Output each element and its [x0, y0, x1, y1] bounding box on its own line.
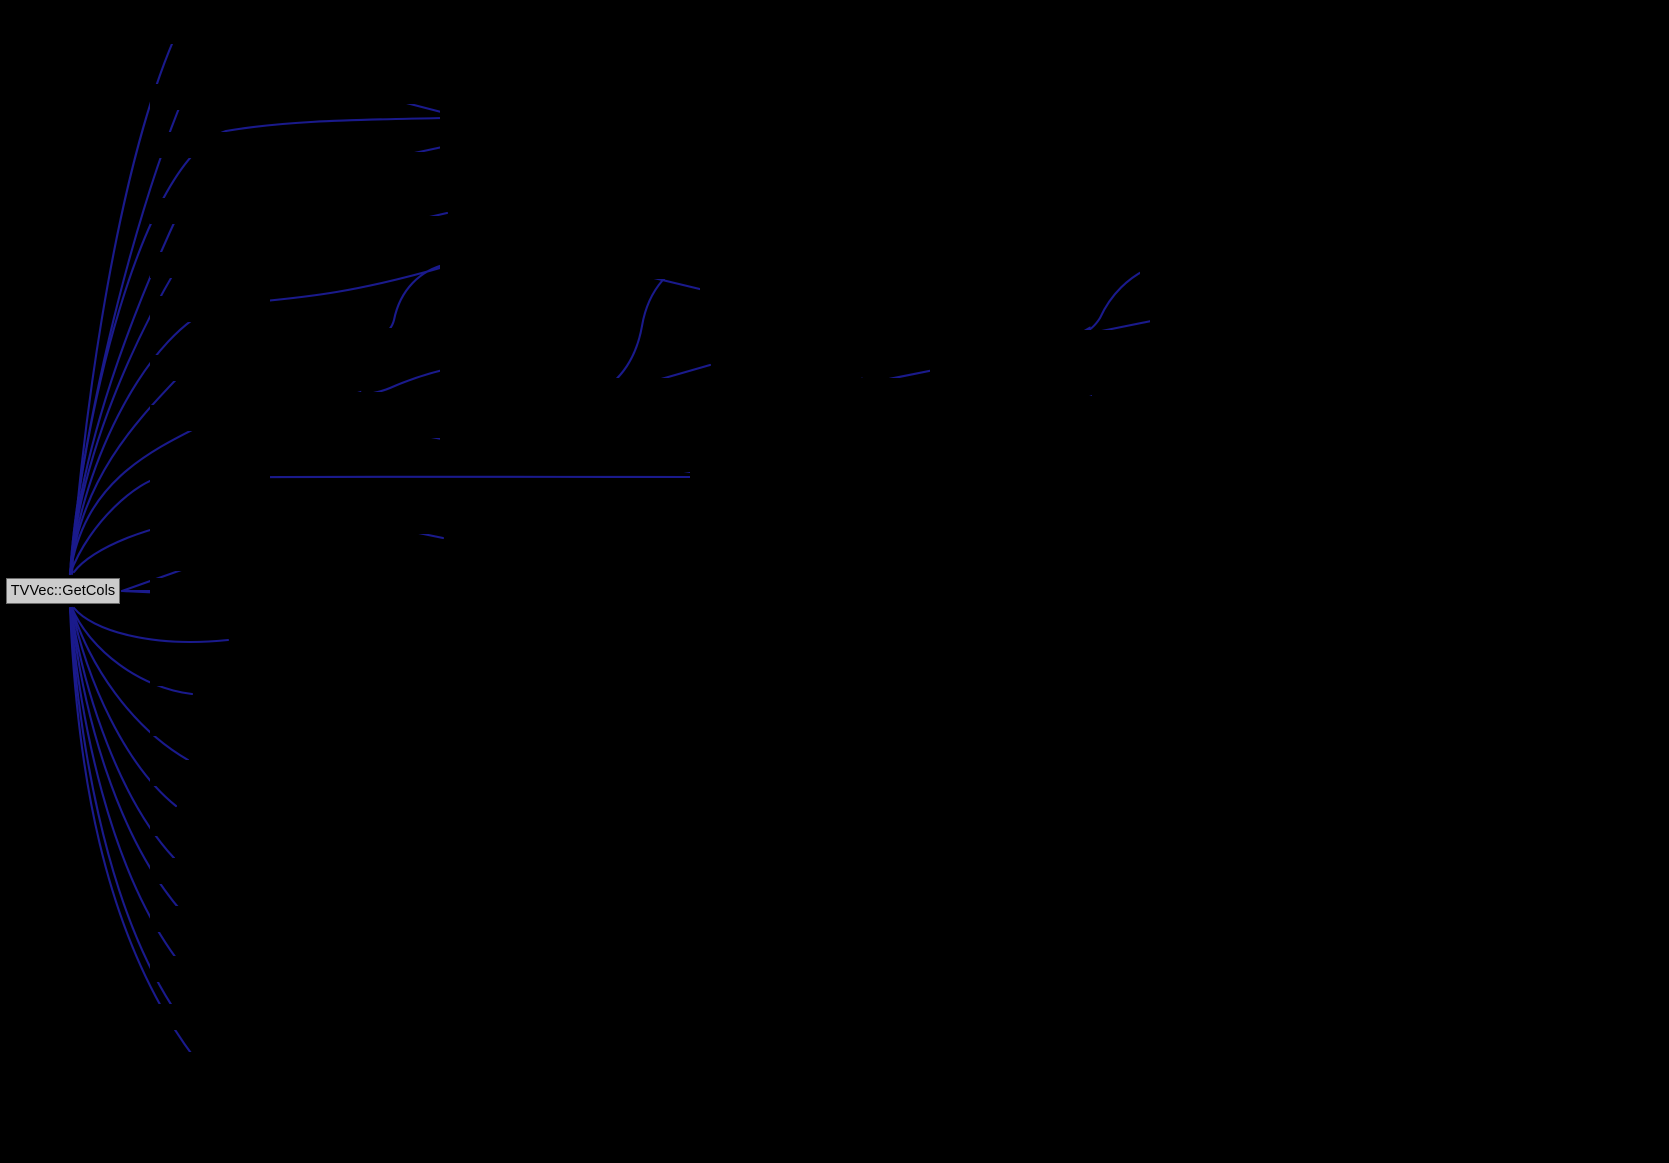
graph-edge: [70, 606, 178, 808]
graph-edge: [68, 264, 180, 576]
graph-node-hidden[interactable]: [1150, 436, 1290, 462]
graph-edge: [72, 606, 230, 643]
graph-node-hidden[interactable]: [150, 252, 270, 278]
graph-node-hidden[interactable]: [150, 660, 270, 686]
graph-node-hidden[interactable]: [1150, 312, 1290, 338]
graph-node-hidden[interactable]: [150, 405, 270, 431]
graph-node-hidden[interactable]: [440, 258, 570, 284]
graph-node-hidden[interactable]: [845, 466, 985, 492]
graph-node-hidden[interactable]: [930, 398, 1070, 424]
graph-node-hidden[interactable]: [1330, 178, 1450, 204]
graph-node-hidden[interactable]: [150, 906, 270, 932]
graph-node-hidden[interactable]: [330, 152, 450, 178]
graph-node-hidden[interactable]: [150, 132, 270, 158]
graph-node-hidden[interactable]: [368, 796, 488, 822]
graph-edge: [68, 368, 187, 576]
graph-node-hidden[interactable]: [150, 1004, 270, 1030]
graph-node-label: TVVec::GetCols: [10, 583, 116, 599]
graph-node-hidden[interactable]: [930, 248, 1070, 274]
graph-node-hidden[interactable]: [440, 360, 570, 386]
graph-node-hidden[interactable]: [330, 178, 450, 204]
graph-node-hidden[interactable]: [150, 355, 270, 381]
graph-edge: [70, 606, 190, 762]
graph-node-hidden[interactable]: [580, 253, 720, 279]
graph-node-hidden[interactable]: [150, 810, 270, 836]
graph-node-hidden[interactable]: [1075, 178, 1195, 204]
graph-edge: [68, 418, 214, 576]
graph-node-hidden[interactable]: [440, 142, 570, 168]
graph-node-tvvec-getcols[interactable]: TVVec::GetCols: [6, 578, 120, 604]
graph-edge: [68, 606, 174, 1008]
graph-node-hidden[interactable]: [930, 330, 1070, 356]
graph-node-hidden[interactable]: [1150, 352, 1290, 378]
graph-node-hidden[interactable]: [845, 178, 965, 204]
graph-node-hidden[interactable]: [930, 362, 1070, 388]
graph-node-hidden[interactable]: [150, 956, 270, 982]
graph-node-hidden[interactable]: [150, 466, 270, 492]
graph-node-hidden[interactable]: [330, 216, 450, 242]
graph-node-hidden[interactable]: [580, 392, 720, 418]
graph-node-hidden[interactable]: [150, 545, 270, 571]
graph-node-hidden[interactable]: [330, 644, 470, 670]
graph-node-hidden[interactable]: [330, 412, 450, 438]
graph-node-hidden[interactable]: [150, 18, 270, 44]
graph-node-hidden[interactable]: [1140, 262, 1280, 288]
graph-edge: [70, 606, 194, 696]
graph-node-hidden[interactable]: [150, 296, 270, 322]
graph-node-hidden[interactable]: [930, 282, 1070, 308]
graph-node-hidden[interactable]: [150, 1052, 270, 1078]
graph-node-hidden[interactable]: [150, 760, 270, 786]
graph-node-hidden[interactable]: [700, 248, 840, 274]
graph-node-hidden[interactable]: [1150, 386, 1290, 412]
graph-node-hidden[interactable]: [330, 78, 450, 104]
graph-node-hidden[interactable]: [150, 612, 270, 638]
graph-node-hidden[interactable]: [440, 96, 570, 122]
graph-node-hidden[interactable]: [600, 178, 720, 204]
graph-node-hidden[interactable]: [150, 578, 270, 604]
graph-node-hidden[interactable]: [330, 328, 450, 354]
graph-node-hidden[interactable]: [440, 300, 570, 326]
graph-node-hidden[interactable]: [150, 858, 270, 884]
graph-node-hidden[interactable]: [150, 84, 270, 110]
graph-node-hidden[interactable]: [150, 508, 270, 534]
graph-node-hidden[interactable]: [690, 464, 830, 490]
graph-node-hidden[interactable]: [330, 508, 450, 534]
graph-node-hidden[interactable]: [150, 198, 270, 224]
graph-node-hidden[interactable]: [440, 425, 570, 451]
graph-node-hidden[interactable]: [345, 768, 465, 794]
graph-node-hidden[interactable]: [150, 710, 270, 736]
graph-node-hidden[interactable]: [700, 278, 840, 304]
